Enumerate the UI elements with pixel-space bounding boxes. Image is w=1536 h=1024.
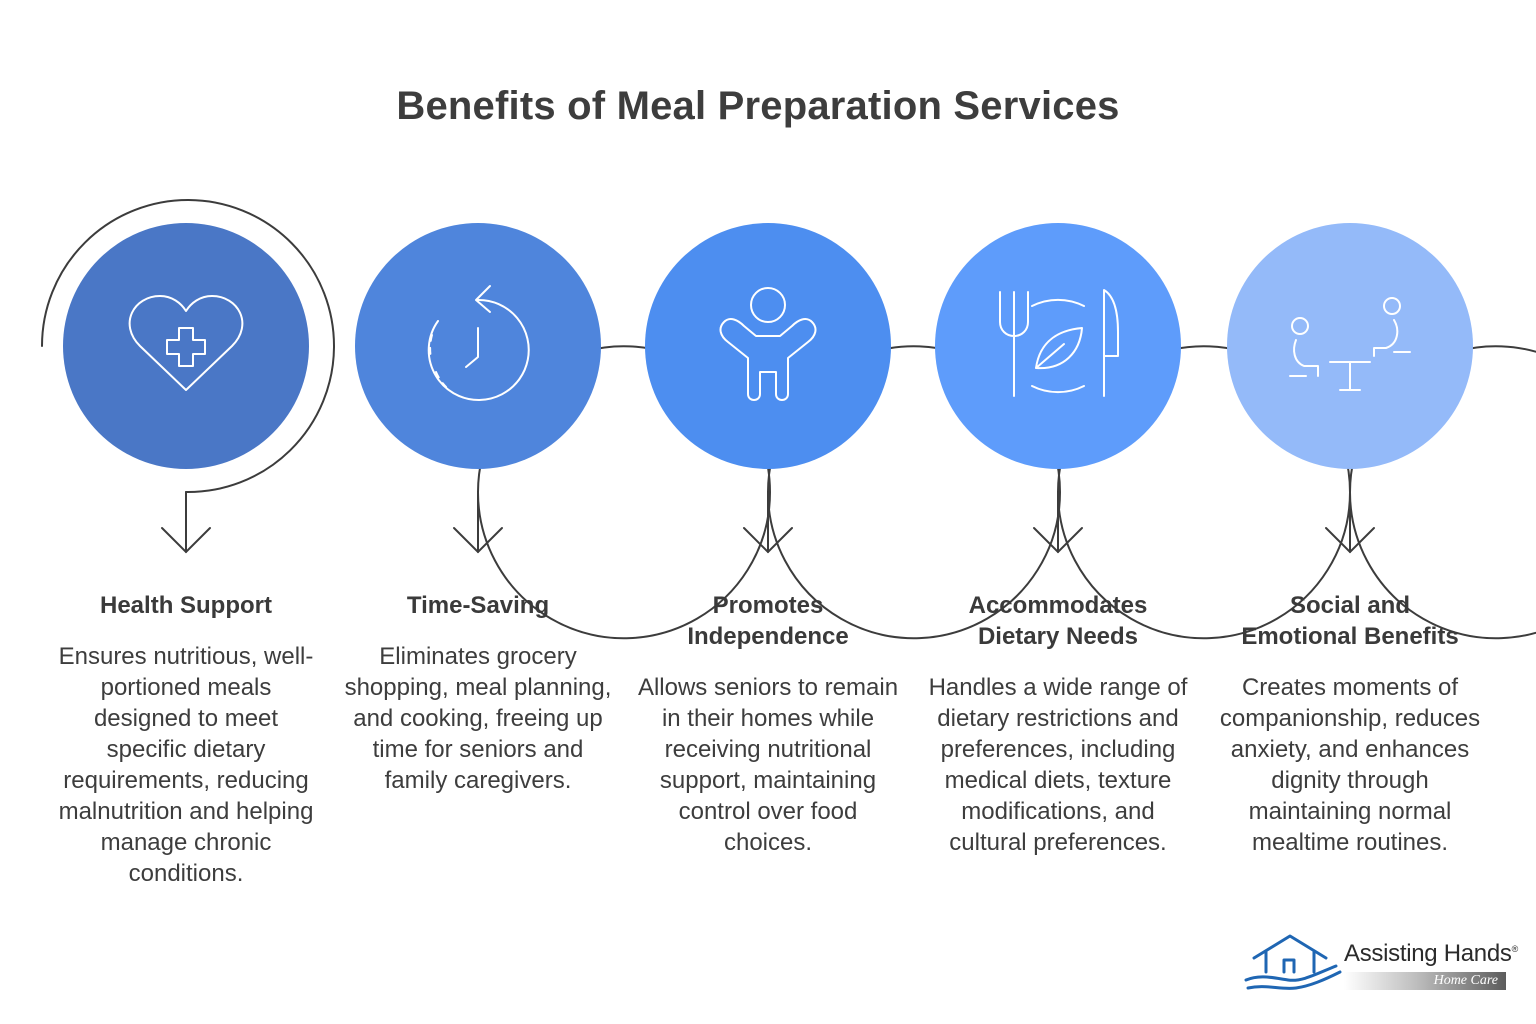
benefit-description: Ensures nutritious, well-portioned meals… [58, 643, 314, 887]
benefit-heading: Social and Emotional Benefits [1241, 592, 1459, 650]
house-hand-logo-icon [1244, 934, 1342, 990]
benefit-heading: Time-Saving [406, 592, 550, 619]
down-arrow-1 [161, 491, 211, 554]
connector-arc-1 [41, 199, 335, 494]
circle-promotes-independence [645, 223, 891, 469]
clock-refresh-icon [427, 285, 530, 401]
benefit-heading: Promotes Independence [687, 592, 849, 650]
down-arrow-2 [453, 491, 503, 554]
diagram-title: Benefits of Meal Preparation Services [396, 84, 1120, 128]
benefit-health-support: Health Support Ensures nutritious, well-… [51, 590, 321, 889]
down-arrow-3 [743, 491, 793, 554]
person-arms-up-icon [719, 287, 817, 401]
circle-dietary-needs [935, 223, 1181, 469]
people-at-table-icon [1289, 297, 1411, 391]
benefit-heading: Health Support [100, 592, 272, 619]
circle-health-support [63, 223, 309, 469]
benefit-dietary-needs: Accommodates Dietary Needs Handles a wid… [923, 590, 1193, 858]
benefit-social-emotional: Social and Emotional Benefits Creates mo… [1215, 590, 1485, 858]
benefit-description: Creates moments of companionship, reduce… [1219, 674, 1481, 856]
circle-social-emotional [1227, 223, 1473, 469]
down-arrow-5 [1325, 491, 1375, 554]
heart-medical-icon [128, 295, 244, 391]
logo-brand-name: Assisting Hands® [1344, 940, 1518, 967]
benefit-description: Allows seniors to remain in their homes … [637, 674, 899, 856]
company-logo: Assisting Hands® Home Care [1240, 928, 1525, 998]
logo-tagline: Home Care [1344, 972, 1506, 990]
benefit-description: Eliminates grocery shopping, meal planni… [344, 643, 612, 794]
down-arrow-4 [1033, 491, 1083, 554]
benefit-time-saving: Time-Saving Eliminates grocery shopping,… [343, 590, 613, 796]
benefit-heading: Accommodates Dietary Needs [968, 592, 1148, 650]
benefit-promotes-independence: Promotes Independence Allows seniors to … [633, 590, 903, 858]
plate-fork-knife-leaf-icon [999, 289, 1119, 397]
benefit-description: Handles a wide range of dietary restrict… [928, 674, 1188, 856]
